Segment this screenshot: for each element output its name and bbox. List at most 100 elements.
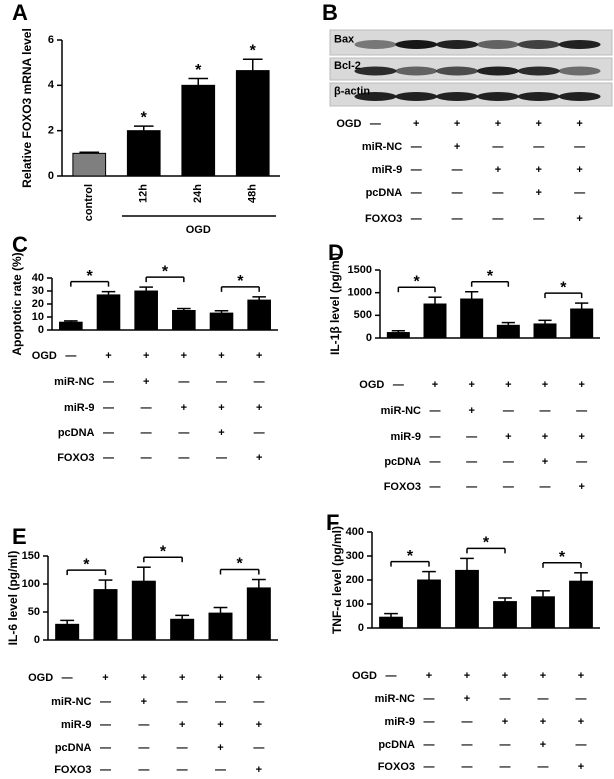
panel-label: B [322,0,338,25]
condition-sign: + [578,431,584,443]
error-bar [460,557,474,571]
error-bar [465,291,479,300]
blot-band [558,66,601,76]
bar [460,298,484,339]
condition-sign: + [468,405,474,417]
condition-sign: + [578,716,584,728]
condition-label: miR-9 [372,164,403,176]
condition-sign: — [100,742,111,754]
error-bar [422,570,436,580]
condition-sign: — [574,141,585,153]
significance: * [560,279,567,296]
bar [246,587,271,641]
condition-sign: — [462,716,473,728]
error-bar [213,606,228,614]
condition-sign: — [62,672,73,684]
blot-band [395,66,438,76]
bar [131,580,156,641]
panel-label: E [12,524,27,549]
condition-sign: + [542,431,548,443]
condition-sign: + [495,164,501,176]
error-bar [428,296,442,304]
condition-sign: — [100,719,111,731]
bar [170,618,195,641]
bar [247,299,271,331]
blot-band [354,40,397,49]
condition-sign: — [452,213,463,225]
condition-sign: + [576,213,582,225]
condition-sign: + [413,118,419,130]
bar [181,84,216,177]
condition-sign: — [103,376,114,388]
condition-sign: + [536,164,542,176]
condition-label: miR-NC [381,405,421,417]
condition-sign: + [179,719,185,731]
condition-sign: — [141,427,152,439]
condition-sign: + [578,379,584,391]
condition-label: miR-NC [51,696,91,708]
significance: * [237,556,244,573]
condition-sign: — [138,742,149,754]
condition-sign: — [466,431,477,443]
band-label: β-actin [334,85,370,97]
bar [208,612,233,641]
annotation: * [141,109,148,126]
significance: * [483,535,490,552]
condition-sign: — [462,739,473,751]
x-tick-label: control [83,184,95,221]
condition-sign: + [502,670,508,682]
condition-sign: — [411,213,422,225]
condition-sign: — [503,481,514,493]
bar [59,321,83,331]
error-bar [64,320,78,323]
error-bar [133,125,154,131]
x-tick-label: 24h [192,184,204,203]
bar [570,308,594,339]
condition-sign: + [576,118,582,130]
error-bar [139,286,153,291]
condition-sign: + [468,379,474,391]
y-tick-label: 2 [48,125,54,137]
condition-sign: + [502,716,508,728]
condition-sign: — [103,402,114,414]
condition-label: miR-9 [390,431,421,443]
condition-sign: + [179,672,185,684]
significance: * [407,548,414,565]
panel-label: F [326,510,339,535]
condition-sign: — [430,481,441,493]
bar [379,616,403,629]
annotation: * [250,42,257,59]
blot-band [354,92,397,101]
condition-label: pcDNA [58,427,95,439]
condition-sign: + [141,696,147,708]
condition-sign: + [578,761,584,773]
panel-label: C [12,232,28,257]
error-bar [177,307,191,311]
condition-sign: + [217,672,223,684]
condition-sign: + [536,187,542,199]
error-bar [384,612,398,618]
error-bar [501,321,515,326]
y-axis-label: TNF-α level (pg/ml) [330,526,344,634]
condition-sign: + [256,452,262,464]
panel-label: A [12,0,28,25]
y-axis-label: Apoptotic rate (%) [10,252,24,355]
blot-band [436,92,479,101]
condition-sign: + [505,431,511,443]
condition-sign: — [411,164,422,176]
significance: * [559,549,566,566]
y-tick-label: 40 [32,272,44,284]
condition-label: miR-NC [362,141,402,153]
condition-label: miR-NC [375,693,415,705]
blot-band [558,40,601,49]
error-bar [79,151,100,154]
condition-sign: + [143,376,149,388]
y-axis-label: IL-1β level (pg/ml) [328,253,342,355]
condition-sign: — [576,405,587,417]
panel-label: D [328,240,344,265]
bar [172,310,196,331]
condition-sign: — [254,376,265,388]
condition-sign: — [103,452,114,464]
y-tick-label: 100 [22,578,40,590]
condition-sign: — [500,693,511,705]
